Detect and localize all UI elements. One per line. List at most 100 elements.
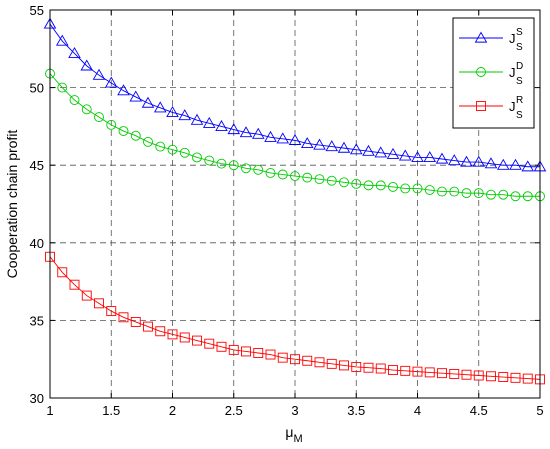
data-point	[251, 127, 265, 139]
data-point	[118, 126, 129, 137]
data-point	[143, 136, 153, 147]
data-point	[339, 360, 349, 371]
data-point	[447, 154, 461, 166]
data-point	[68, 47, 81, 59]
data-point	[265, 168, 276, 178]
data-point	[302, 172, 313, 183]
data-point	[215, 119, 228, 131]
data-point	[400, 183, 411, 194]
data-point	[253, 164, 264, 175]
data-point	[129, 90, 143, 102]
x-tick-label: 1.5	[102, 403, 120, 418]
legend-label-main: J	[509, 65, 516, 80]
data-point	[167, 144, 178, 155]
data-point	[227, 123, 241, 135]
data-point	[81, 104, 92, 115]
x-tick-label: 3	[291, 403, 298, 418]
data-point	[130, 130, 141, 141]
data-point	[204, 155, 215, 166]
data-point	[411, 151, 424, 163]
data-point	[424, 367, 435, 378]
legend-item: J DS	[459, 61, 523, 87]
data-point	[363, 180, 374, 191]
y-tick-label: 35	[30, 313, 44, 328]
data-point	[522, 191, 533, 202]
y-tick-label: 55	[30, 3, 44, 18]
data-point	[460, 155, 473, 167]
data-point	[461, 188, 472, 199]
data-point	[484, 157, 498, 169]
x-tick-label: 1	[46, 403, 53, 418]
data-point	[167, 329, 178, 340]
data-point	[104, 76, 118, 88]
x-tick-label: 2	[169, 403, 176, 418]
data-point	[166, 106, 179, 118]
legend-marker	[476, 101, 486, 111]
data-point	[192, 335, 202, 346]
data-point	[461, 369, 472, 380]
data-point	[94, 298, 104, 309]
data-point	[277, 352, 288, 363]
x-axis-label-main: μ	[285, 424, 293, 440]
ticks: 1 1.5 2 2.5 3 3.5 4 4.5 5 30 35 40 45 50 55	[30, 3, 544, 418]
data-point	[302, 355, 313, 366]
data-point	[178, 109, 192, 121]
data-point	[228, 160, 239, 171]
data-point	[437, 186, 447, 197]
data-point	[498, 372, 509, 382]
legend-item: J SS	[459, 27, 523, 53]
data-point	[326, 358, 337, 369]
legend-marker	[476, 67, 486, 77]
data-point	[190, 113, 204, 125]
data-point	[412, 183, 423, 194]
legend-label-sup: D	[516, 61, 523, 72]
x-axis-label-sub: M	[293, 433, 302, 445]
legend-label-main: J	[509, 99, 516, 114]
data-point	[449, 368, 460, 379]
data-point	[290, 171, 300, 182]
data-point	[69, 279, 80, 290]
data-point	[374, 146, 388, 158]
legend: J SSJ DSJ RS	[452, 17, 535, 129]
data-point	[472, 155, 486, 167]
data-point	[388, 181, 398, 192]
legend-marker	[474, 31, 488, 43]
data-point	[202, 116, 216, 128]
x-tick-label: 5	[536, 403, 543, 418]
data-point	[69, 95, 80, 105]
data-point	[486, 371, 496, 382]
data-point	[363, 362, 374, 373]
data-point	[314, 357, 325, 368]
data-point	[192, 152, 202, 163]
data-point	[314, 174, 325, 185]
data-point	[473, 370, 484, 381]
data-point	[80, 59, 94, 71]
data-point	[424, 185, 435, 195]
data-point	[288, 133, 302, 145]
data-point	[412, 366, 423, 377]
data-point	[179, 147, 190, 158]
data-point	[228, 344, 239, 355]
data-point	[351, 178, 362, 189]
data-point	[265, 349, 276, 360]
data-point	[400, 365, 411, 376]
data-point	[522, 373, 533, 384]
data-point	[216, 158, 227, 169]
data-point	[81, 290, 92, 301]
data-point	[153, 101, 167, 113]
series-D	[45, 68, 545, 202]
data-point	[435, 152, 449, 164]
data-point	[496, 158, 510, 170]
data-point	[473, 188, 484, 199]
data-point	[375, 363, 386, 374]
data-point	[143, 321, 153, 332]
data-point	[276, 132, 290, 144]
legend-box	[452, 17, 535, 129]
data-point	[388, 365, 398, 376]
y-tick-label: 30	[30, 391, 44, 406]
data-point	[325, 140, 339, 152]
data-point	[106, 119, 117, 130]
data-point	[290, 354, 300, 365]
series-S	[43, 17, 547, 172]
